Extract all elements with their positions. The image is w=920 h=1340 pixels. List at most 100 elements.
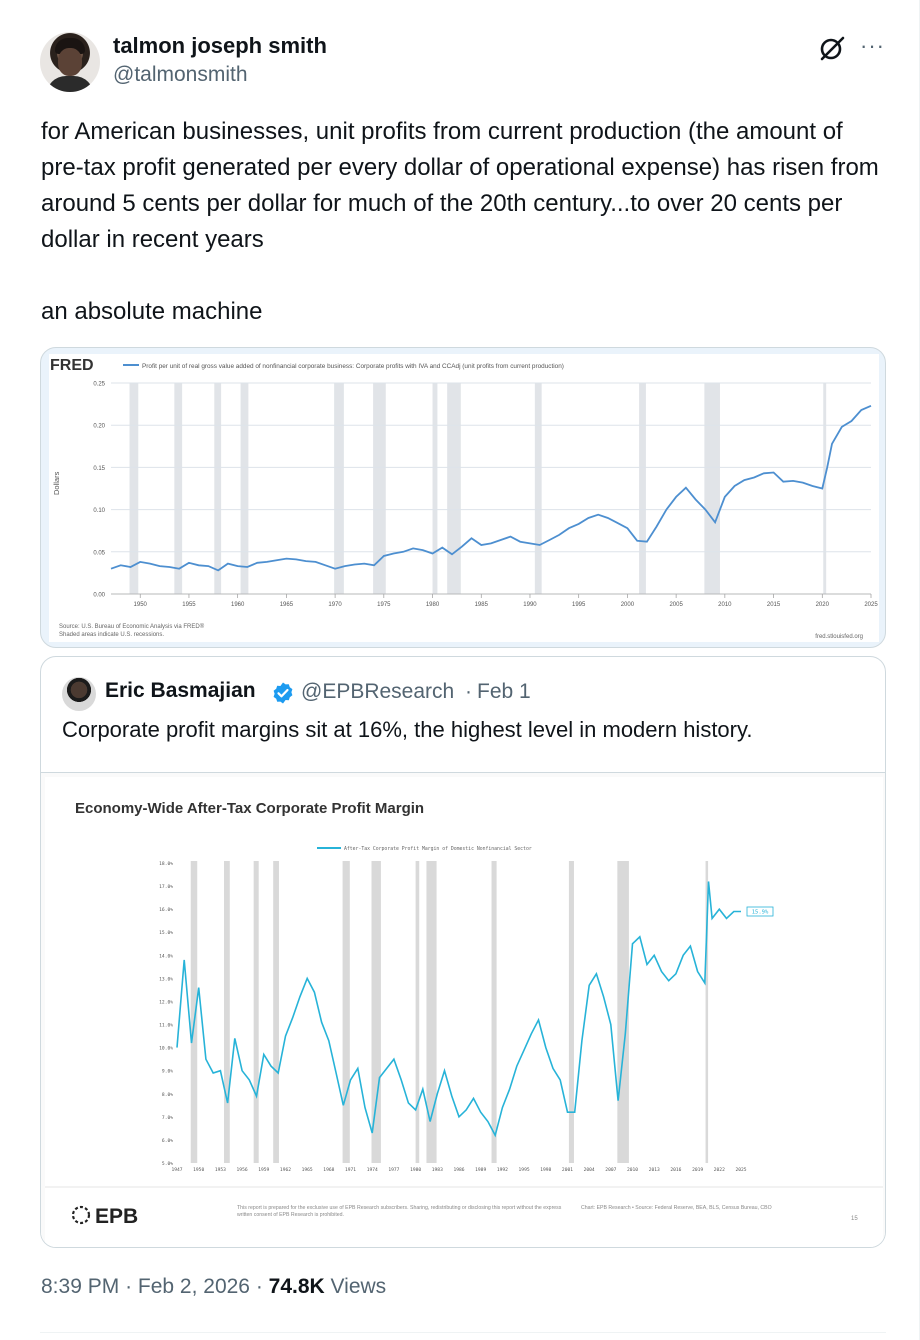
quoted-author-avatar [62, 677, 96, 711]
epb-x-tick: 1965 [302, 1167, 313, 1173]
fred-x-tick: 1995 [572, 602, 586, 608]
quoted-tweet[interactable]: Eric Basmajian @EPBResearch · Feb 1 Corp… [40, 656, 886, 1248]
epb-logo-icon [71, 1205, 91, 1225]
epb-recession-band [491, 861, 497, 1163]
fred-recession-band [129, 383, 139, 594]
fred-x-tick: 1965 [280, 602, 294, 608]
fred-recession-band [639, 383, 646, 594]
quoted-separator: · [465, 680, 472, 703]
epb-y-tick: 6.0% [162, 1138, 173, 1144]
epb-recession-band [415, 861, 420, 1163]
epb-footer [45, 1187, 883, 1247]
epb-brand: EPB [95, 1205, 138, 1228]
epb-legend: After-Tax Corporate Profit Margin of Dom… [344, 846, 532, 852]
quoted-text: Corporate profit margins sit at 16%, the… [62, 717, 753, 742]
fred-chart-image[interactable]: FRED Profit per unit of real gross value… [40, 347, 886, 648]
author-handle[interactable]: @talmonsmith [113, 63, 248, 86]
fred-recession-band [373, 383, 386, 594]
epb-x-tick: 1980 [410, 1167, 421, 1173]
fred-y-tick: 0.25 [93, 382, 105, 388]
epb-disclaimer: This report is prepared for the exclusiv… [237, 1205, 562, 1218]
fred-recession-band [240, 383, 249, 594]
epb-x-tick: 2007 [605, 1167, 616, 1173]
fred-recession-band [704, 383, 720, 594]
fred-x-tick: 2000 [621, 602, 635, 608]
post-time[interactable]: 8:39 PM [41, 1275, 120, 1298]
verified-badge-icon [273, 682, 293, 704]
epb-y-tick: 15.0% [159, 930, 173, 936]
epb-title: Economy-Wide After-Tax Corporate Profit … [75, 800, 424, 817]
author-avatar[interactable] [40, 32, 100, 92]
epb-chart-canvas [45, 777, 883, 1187]
epb-y-tick: 17.0% [159, 884, 173, 890]
fred-url: fred.stlouisfed.org [815, 634, 863, 640]
epb-x-tick: 2016 [670, 1167, 681, 1173]
fred-x-tick: 1990 [523, 602, 537, 608]
epb-y-tick: 14.0% [159, 953, 173, 959]
epb-x-tick: 2010 [627, 1167, 638, 1173]
fred-x-tick: 1980 [426, 602, 440, 608]
epb-x-tick: 1971 [345, 1167, 356, 1173]
epb-recession-band [371, 861, 381, 1163]
epb-y-tick: 9.0% [162, 1069, 173, 1075]
post-meta: 8:39 PM · Feb 2, 2026 · 74.8K Views [41, 1275, 387, 1298]
fred-y-tick: 0.15 [93, 466, 105, 472]
epb-recession-band [705, 861, 709, 1163]
quoted-date: Feb 1 [477, 680, 531, 703]
epb-series-line [176, 881, 741, 1138]
epb-x-tick: 1953 [215, 1167, 226, 1173]
epb-x-tick: 1998 [540, 1167, 551, 1173]
fred-recession-band [823, 383, 827, 594]
epb-x-tick-labels: 1947 1950 1953 1956 1959 1962 1965 1968 1971 1974… [171, 1167, 746, 1173]
fred-x-tick: 2005 [669, 602, 683, 608]
fred-recession-band [432, 383, 438, 594]
fred-note: Shaded areas indicate U.S. recessions. [59, 632, 164, 638]
epb-end-label-box [746, 906, 774, 917]
views-label: Views [330, 1275, 387, 1298]
fred-x-tick: 2010 [718, 602, 732, 608]
epb-y-tick: 7.0% [162, 1115, 173, 1121]
epb-x-tick: 1950 [193, 1167, 204, 1173]
epb-x-tick: 1974 [367, 1167, 378, 1173]
epb-x-tick: 2013 [649, 1167, 660, 1173]
fred-recession-band [534, 383, 542, 594]
author-name[interactable]: talmon joseph smith [113, 33, 327, 58]
fred-x-tick: 2025 [864, 602, 878, 608]
fred-x-tick: 2015 [767, 602, 781, 608]
fred-x-tick: 1950 [134, 602, 148, 608]
fred-series-line [110, 404, 872, 572]
epb-x-tick: 2001 [562, 1167, 573, 1173]
epb-y-tick: 11.0% [159, 1023, 173, 1029]
fred-source: Source: U.S. Bureau of Economic Analysis… [59, 623, 205, 630]
fred-ylabel: Dollars [52, 471, 61, 495]
epb-disclaimer-wrap: This report is prepared for the exclusiv… [237, 1205, 562, 1218]
epb-y-tick: 18.0% [159, 861, 173, 867]
epb-x-tick: 1995 [519, 1167, 530, 1173]
epb-page: 15 [851, 1216, 858, 1222]
fred-y-tick-labels: 0.25 0.20 0.15 0.10 0.05 0.00 [93, 382, 105, 599]
epb-recession-band [273, 861, 279, 1163]
fred-y-tick: 0.20 [93, 424, 105, 430]
epb-recession-band [224, 861, 230, 1163]
epb-recession-band [253, 861, 259, 1163]
fred-recession-band [447, 383, 461, 594]
epb-chart-image[interactable]: Economy-Wide After-Tax Corporate Profit … [41, 772, 885, 1247]
epb-x-tick: 1956 [237, 1167, 248, 1173]
fred-x-tick: 1955 [182, 602, 196, 608]
fred-recession-band [174, 383, 183, 594]
grok-icon[interactable] [818, 34, 846, 62]
quoted-author-handle: @EPBResearch [301, 680, 455, 703]
fred-recession-band [334, 383, 344, 594]
epb-y-tick: 13.0% [159, 976, 173, 982]
fred-x-tick: 1975 [377, 602, 391, 608]
epb-recession-band [342, 861, 350, 1163]
fred-recession-bands [129, 383, 827, 594]
epb-recession-band [617, 861, 629, 1163]
post-date[interactable]: Feb 2, 2026 [137, 1275, 250, 1298]
fred-y-tick: 0.05 [93, 550, 105, 556]
fred-chart-canvas [49, 354, 879, 642]
epb-x-tick: 2019 [692, 1167, 703, 1173]
fred-x-tick: 1960 [231, 602, 245, 608]
more-icon[interactable]: ··· [860, 33, 885, 58]
